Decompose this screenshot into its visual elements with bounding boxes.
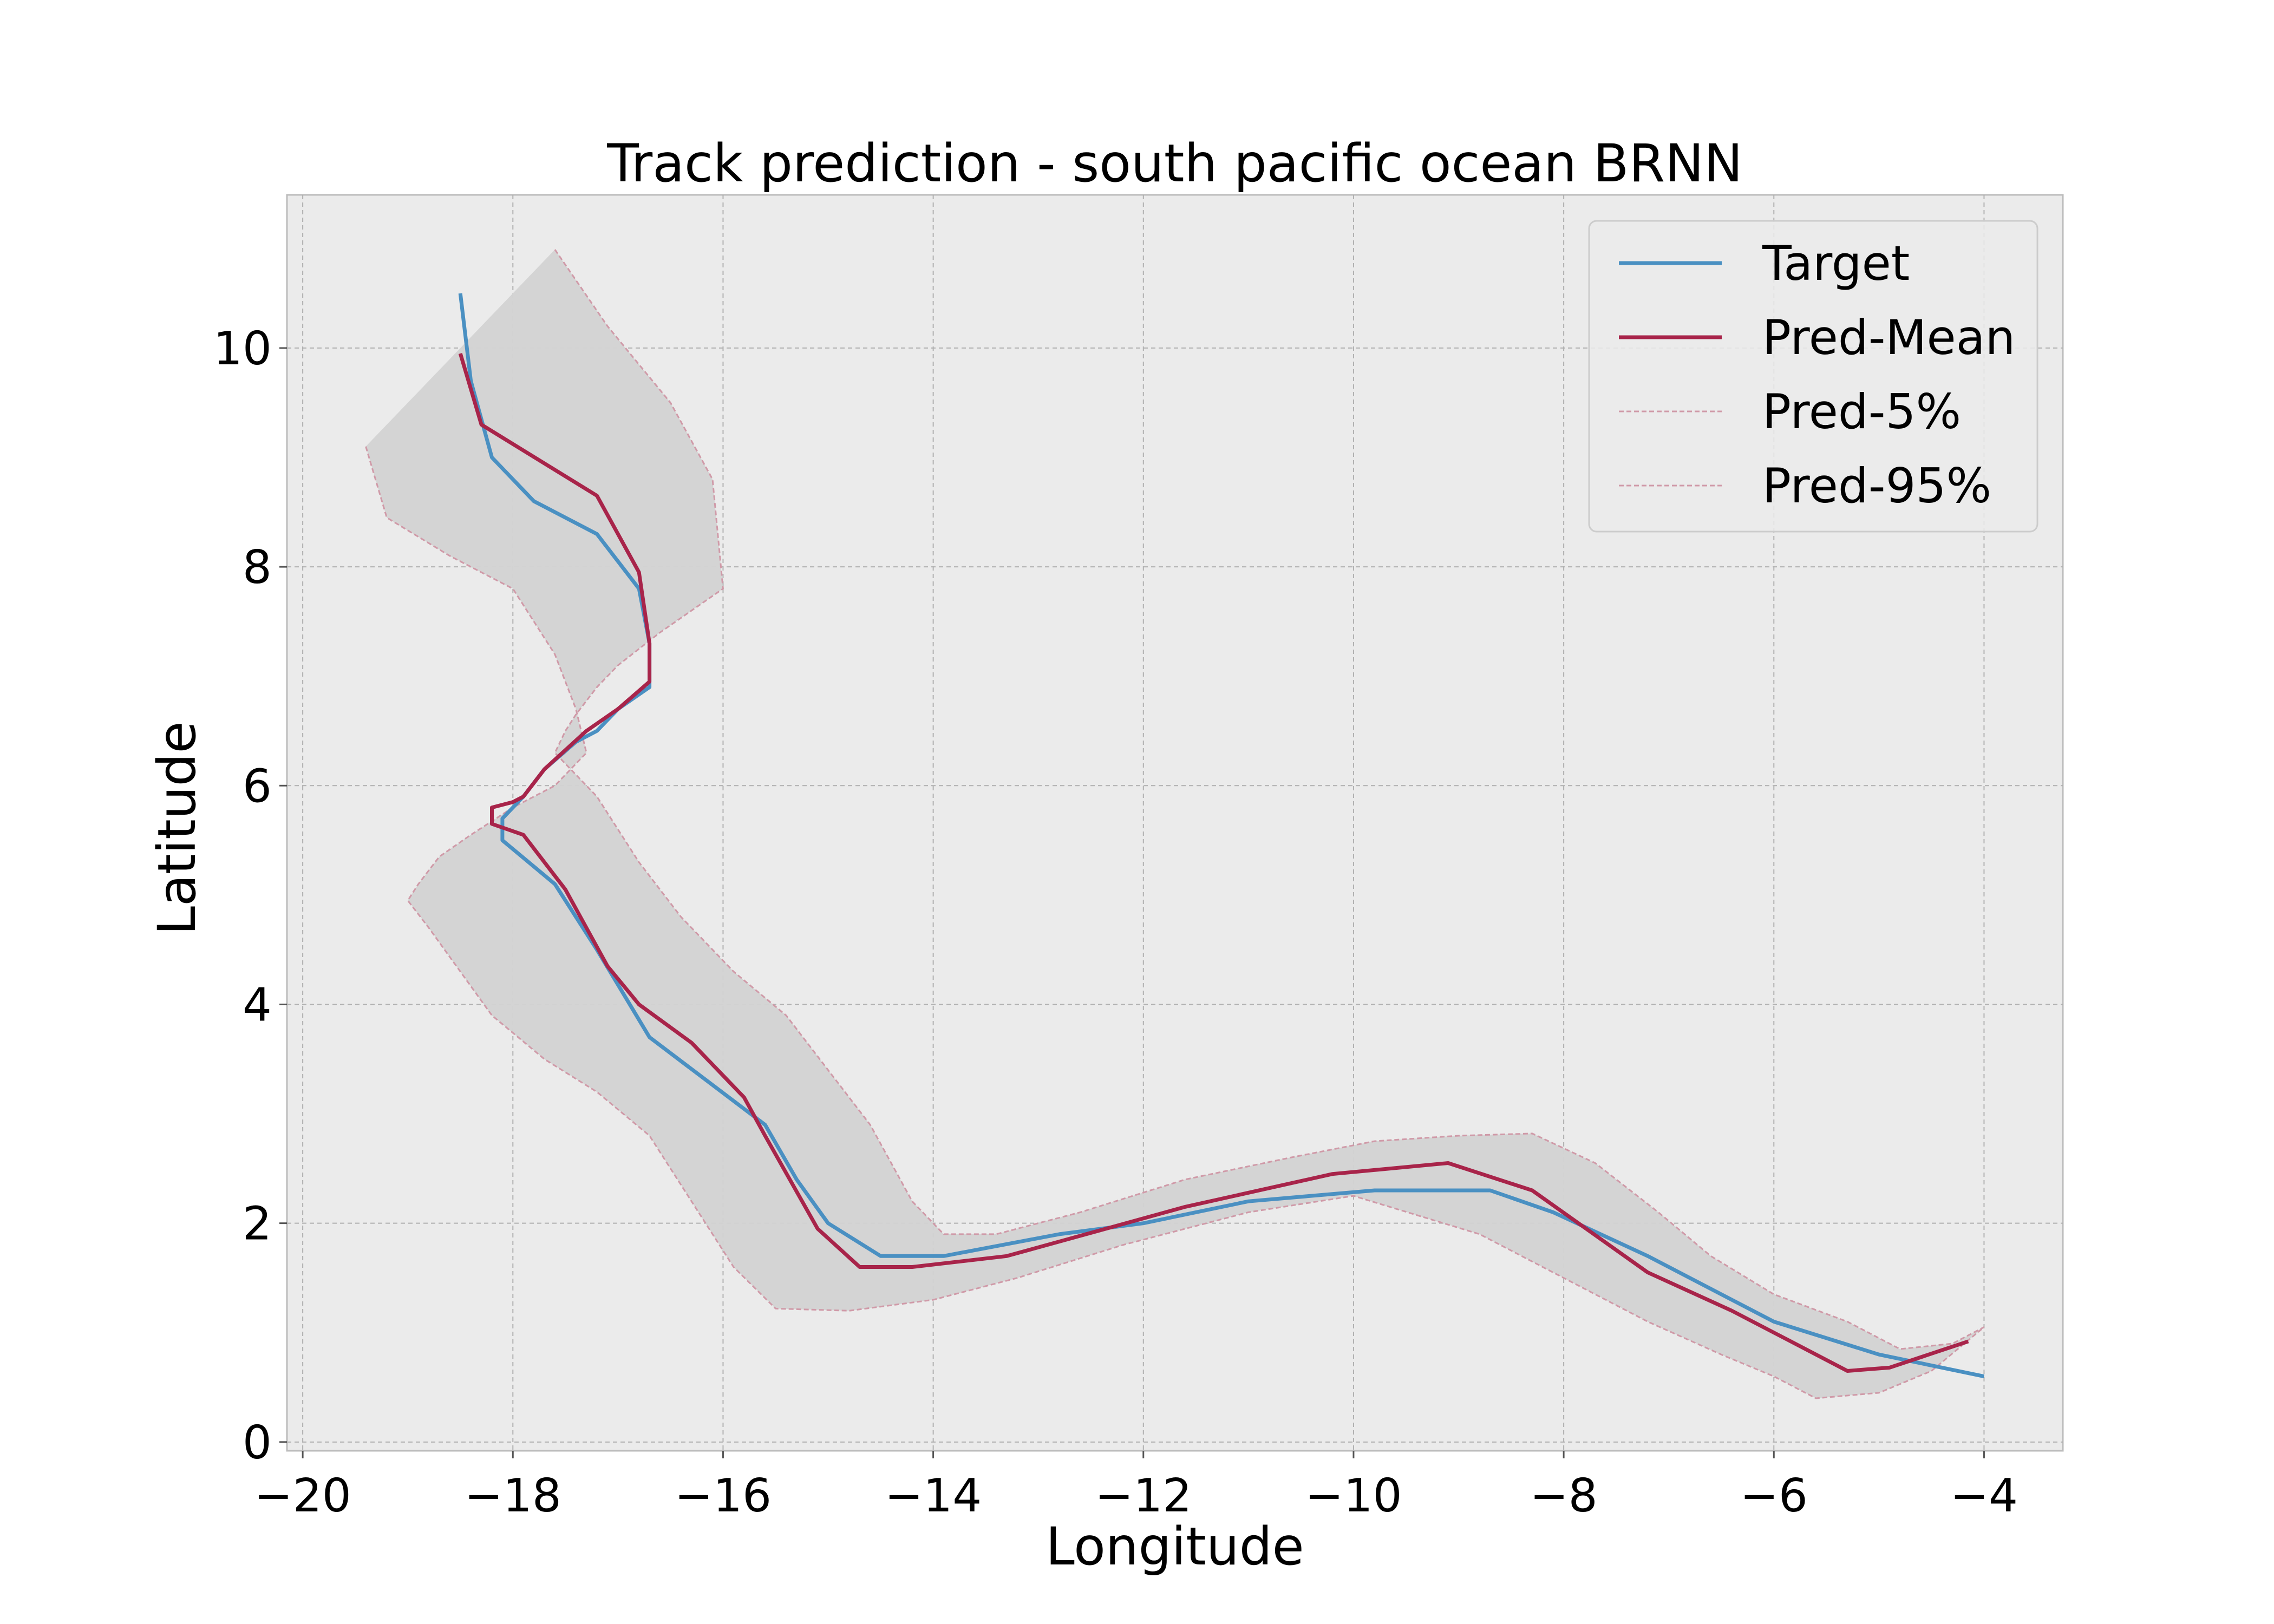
x-tick-label: −18 [465,1469,561,1523]
x-tick-label: −20 [254,1469,351,1523]
x-tick-label: −12 [1095,1469,1192,1523]
y-tick-label: 10 [213,322,272,376]
legend-box [1588,220,2038,533]
legend: Target Pred-Mean Pred-5% Pred-95% [1588,220,2038,533]
y-axis-title: Latitude [147,721,207,935]
legend-items: Target Pred-Mean Pred-5% Pred-95% [1619,235,2015,514]
x-tick-label: −16 [675,1469,772,1523]
x-tick-label: −4 [1950,1469,2018,1523]
y-tick-label: 0 [243,1416,272,1470]
prediction-interval [365,249,1985,1399]
x-axis-ticks: −20 −18 −16 −14 −12 −10 −8 −6 −4 [254,1451,2018,1523]
y-tick-label: 8 [243,541,272,594]
x-tick-label: −6 [1740,1469,1808,1523]
x-tick-label: −14 [885,1469,982,1523]
series-lines [458,293,1985,1379]
y-tick-label: 4 [243,978,272,1032]
x-tick-label: −8 [1530,1469,1597,1523]
y-tick-label: 6 [243,759,272,813]
legend-label: Target [1762,235,1910,291]
x-tick-label: −10 [1305,1469,1402,1523]
y-tick-label: 2 [243,1197,272,1251]
x-axis-title: Longitude [1045,1516,1304,1577]
legend-label: Pred-5% [1762,384,1961,440]
series-pred-mean-line [458,353,1969,1373]
interval-band [365,250,1984,1398]
chart-title: Track prediction - south pacific ocean B… [606,133,1743,194]
legend-label: Pred-95% [1762,458,1991,514]
series-pred-5-line [554,249,1985,1350]
legend-label: Pred-Mean [1762,310,2015,365]
y-axis-ticks: 0 2 4 6 8 10 [213,322,287,1470]
